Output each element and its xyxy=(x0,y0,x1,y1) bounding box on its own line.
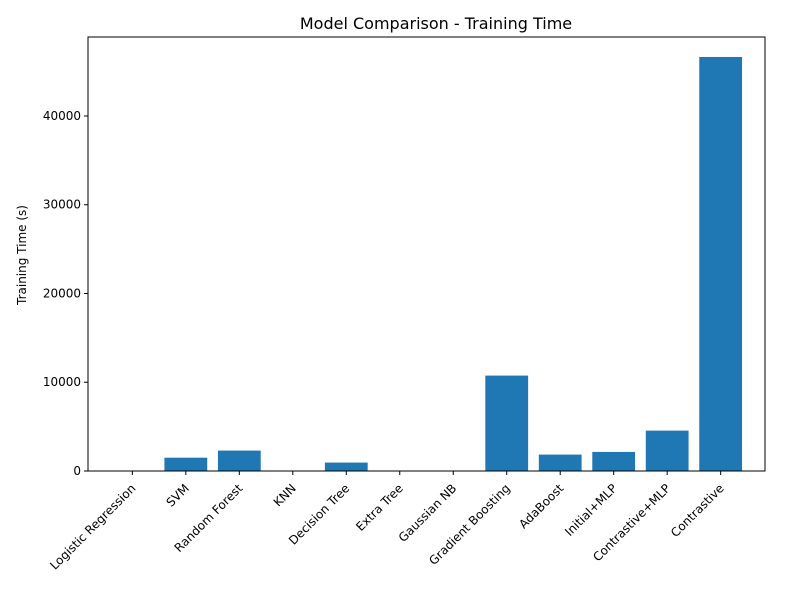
y-tick-label: 20000 xyxy=(43,286,81,300)
bar-contrastive-mlp xyxy=(645,430,689,471)
x-tick-label: SVM xyxy=(164,481,192,509)
bar-svm xyxy=(164,457,208,471)
x-tick-label: KNN xyxy=(271,481,299,509)
bar-random-forest xyxy=(217,450,261,471)
y-axis-label: Training Time (s) xyxy=(15,205,29,306)
y-tick-label: 10000 xyxy=(43,375,81,389)
y-tick-label: 40000 xyxy=(43,109,81,123)
x-tick-label: Contrastive xyxy=(668,481,727,540)
bar-adaboost xyxy=(538,454,582,471)
plot-frame xyxy=(87,36,766,472)
x-tick-label: Initial+MLP xyxy=(562,481,620,539)
bar-contrastive xyxy=(699,56,743,471)
y-ticks: 0 10000 20000 30000 40000 xyxy=(43,109,88,478)
bar-initial-mlp xyxy=(592,451,636,471)
y-tick-label: 30000 xyxy=(43,198,81,212)
chart-title: Model Comparison - Training Time xyxy=(300,14,572,33)
x-tick-label: AdaBoost xyxy=(516,481,566,531)
bar-decision-tree xyxy=(324,462,368,471)
y-tick-label: 0 xyxy=(73,464,81,478)
bars-layer xyxy=(110,56,743,471)
bar-gradient-boosting xyxy=(485,375,529,471)
x-tick-label: Logistic Regression xyxy=(47,481,138,572)
x-tick-label: Extra Tree xyxy=(353,481,406,534)
